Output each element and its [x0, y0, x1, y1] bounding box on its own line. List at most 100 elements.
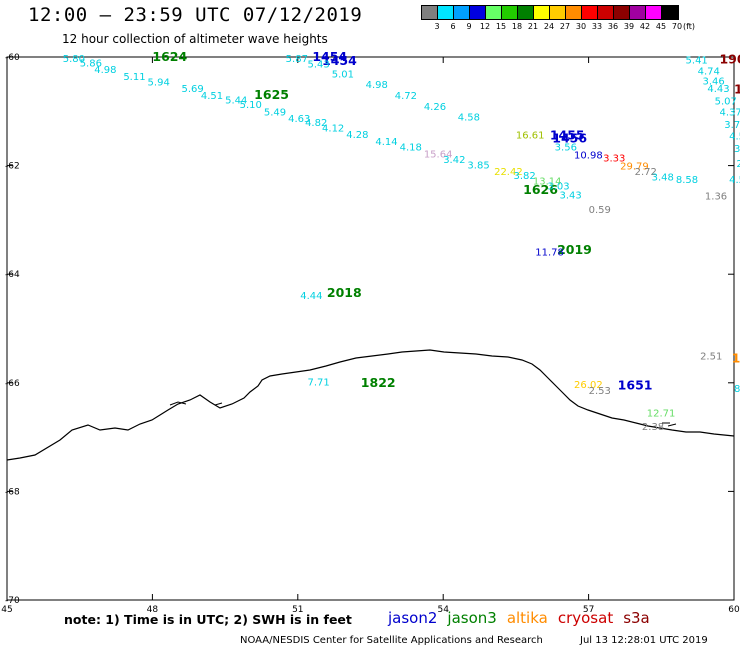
wave-height-value: 4.14: [375, 137, 397, 148]
color-scale-tick: 27: [559, 22, 571, 31]
color-scale-tick: 30: [575, 22, 587, 31]
wave-height-value: 10.98: [574, 151, 603, 162]
color-scale-tick: 39: [623, 22, 635, 31]
wave-height-value: 4.59: [729, 175, 740, 186]
wave-height-value: 3.33: [603, 153, 625, 164]
wave-height-value: 3.03: [547, 182, 569, 193]
lat-label: -62: [5, 162, 20, 172]
color-swatch: [502, 6, 518, 19]
wave-height-value: 4.98: [94, 65, 116, 76]
pass-time-label: 190: [734, 82, 740, 97]
color-swatch: [646, 6, 662, 19]
credit-line: NOAA/NESDIS Center for Satellite Applica…: [240, 635, 543, 646]
pass-time-label: 1625: [254, 87, 289, 102]
pass-time-label: 1822: [361, 375, 396, 390]
color-scale-tick: 9: [466, 22, 472, 31]
color-scale-tick: 42: [639, 22, 651, 31]
pass-time-label: 1456: [552, 130, 587, 145]
pass-time-label: 1907: [719, 52, 740, 67]
wave-height-value: 2.51: [700, 352, 722, 363]
pass-time-label: 1454: [322, 53, 357, 68]
wave-height-value: 4.37: [719, 107, 740, 118]
pass-time-label: 1624: [152, 49, 187, 64]
satellite-altika: altika: [506, 609, 548, 627]
wave-height-value: 2.38: [642, 422, 664, 433]
wave-height-value: 4.18: [400, 143, 422, 154]
coastline-islands: [169, 401, 677, 427]
wave-height-value: 4.56: [729, 132, 740, 143]
wave-height-value: 7.71: [307, 378, 329, 389]
wave-height-value: 3.48: [652, 172, 674, 183]
wave-height-value: 4.63: [288, 114, 310, 125]
wave-height-value: 26.02: [574, 380, 603, 391]
color-scale-tick: 3: [434, 22, 440, 31]
wave-height-value: 3.9: [734, 144, 740, 155]
wave-height-value: 3.56: [555, 143, 577, 154]
wave-height-value: 3.85: [467, 161, 489, 172]
wave-height-value: 3.76: [724, 120, 740, 131]
chart-title: 12:00 – 23:59 UTC 07/12/2019: [28, 4, 363, 26]
wave-height-value: 5.11: [123, 72, 145, 83]
color-scale-tick: 24: [543, 22, 555, 31]
color-scale-tick: 18: [511, 22, 523, 31]
color-swatch: [662, 6, 678, 19]
wave-height-value: 0.59: [589, 205, 611, 216]
antarctic-coastline: [6, 349, 735, 461]
wave-height-value: 2: [736, 159, 740, 170]
color-swatch: [614, 6, 630, 19]
wave-height-value: 16.61: [516, 131, 545, 142]
wave-height-value: 15.64: [424, 150, 453, 161]
wave-height-value: 5.01: [332, 69, 354, 80]
wave-height-value: 1.36: [705, 191, 727, 202]
wave-height-value: 3.42: [443, 155, 465, 166]
wave-height-value: 4.72: [395, 91, 417, 102]
color-swatch: [438, 6, 454, 19]
wave-height-value: 13.14: [533, 176, 562, 187]
color-scale-tick: 15: [495, 22, 507, 31]
pass-time-label: 1626: [523, 182, 558, 197]
wave-height-value: 5.94: [148, 77, 170, 88]
color-swatch: [486, 6, 502, 19]
wave-height-value: 4.26: [424, 102, 446, 113]
wave-height-value: 3.82: [513, 171, 535, 182]
wave-height-value: 5.80: [63, 54, 85, 65]
satellite-jason2: jason2: [388, 609, 438, 627]
wave-height-value: 4.74: [698, 67, 720, 78]
color-swatch: [422, 6, 438, 19]
lon-label: 57: [583, 605, 594, 615]
wave-height-value: 4.44: [300, 291, 322, 302]
wave-height-value: 5.49: [264, 107, 286, 118]
lat-label: -68: [5, 487, 20, 497]
pass-time-label: 1455: [550, 128, 585, 143]
lat-label: -60: [5, 53, 20, 63]
wave-height-value: 3.43: [560, 190, 582, 201]
color-scale-tick: 21: [527, 22, 539, 31]
pass-time-label: 2018: [327, 285, 362, 300]
wave-height-value: 4.28: [346, 130, 368, 141]
color-swatch: [550, 6, 566, 19]
wave-height-labels: 5.805.864.985.11 5.945.694.51 5.445.105.49…: [63, 54, 740, 433]
plot-frame: [6, 56, 735, 601]
wave-height-value: 29.79: [620, 162, 649, 173]
lon-label: 51: [292, 605, 303, 615]
wave-height-value: 2.53: [589, 386, 611, 397]
color-swatch: [630, 6, 646, 19]
footnote: note: 1) Time is in UTC; 2) SWH is in fe…: [64, 612, 352, 627]
color-scale-tick: 12: [479, 22, 491, 31]
wave-height-value: 5.86: [80, 58, 102, 69]
chart-subtitle: 12 hour collection of altimeter wave hei…: [62, 32, 328, 46]
color-scale-swatches: [421, 5, 679, 20]
satellite-jason3: jason3: [447, 609, 497, 627]
lon-label: 45: [1, 605, 12, 615]
color-scale-tick: 6: [450, 22, 456, 31]
wave-height-value: 5.44: [225, 95, 247, 106]
color-swatch: [566, 6, 582, 19]
lon-label: 48: [147, 605, 159, 615]
wave-height-value: 5.07: [715, 96, 737, 107]
wave-height-value: 4.43: [707, 84, 729, 95]
wave-height-value: 12.71: [647, 409, 676, 420]
pass-time-label: 2019: [557, 242, 592, 257]
wave-height-value: 5.87: [286, 54, 308, 65]
